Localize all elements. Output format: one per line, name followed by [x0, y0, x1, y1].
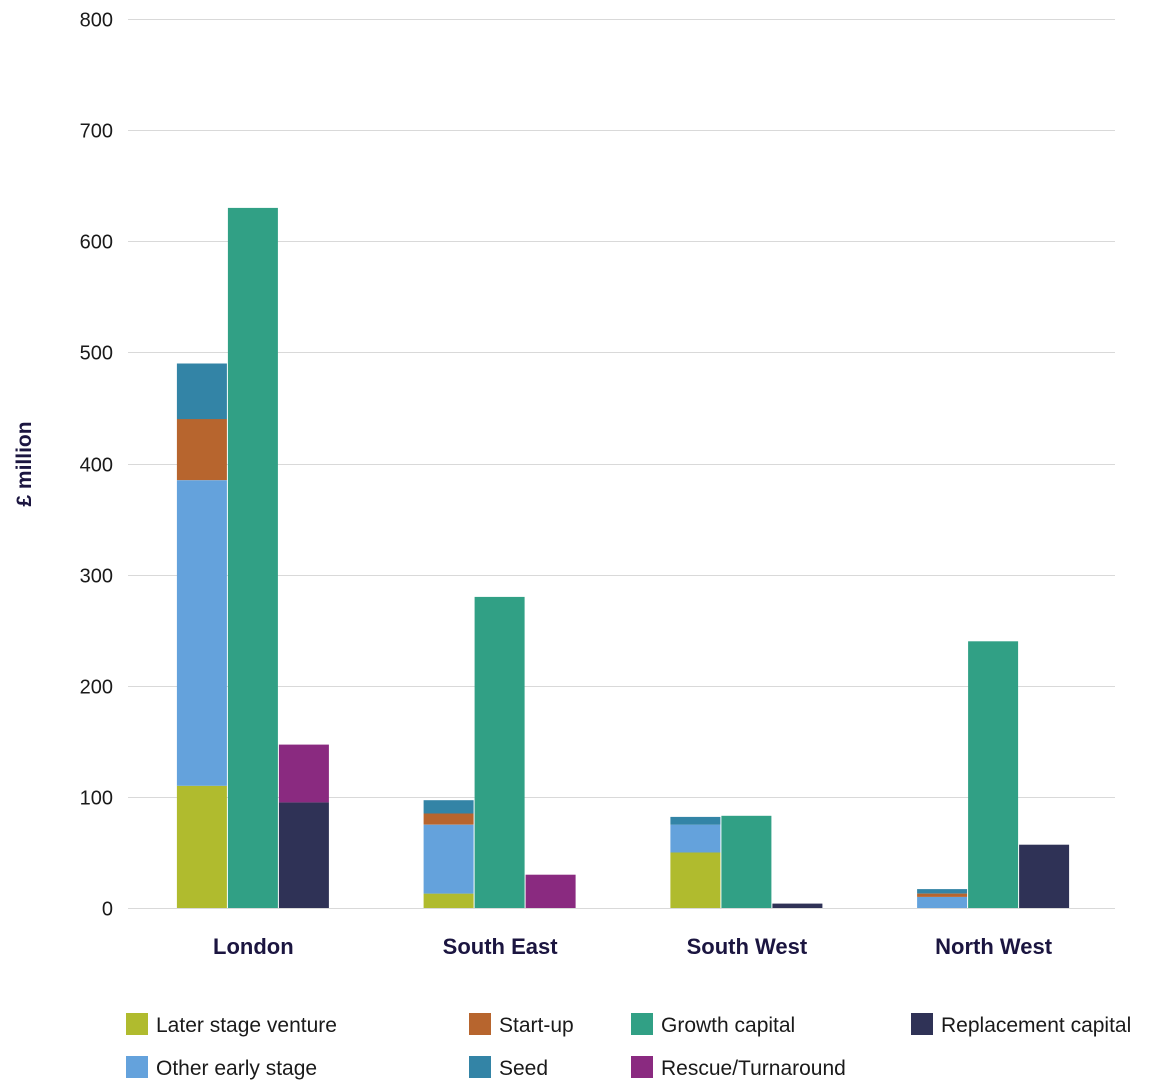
bar-segment — [176, 480, 227, 786]
bar-segment — [670, 852, 721, 908]
legend-item: Growth capital — [631, 1013, 795, 1037]
y-tick-label: 300 — [80, 566, 113, 588]
legend-item: Start-up — [469, 1013, 574, 1037]
legend-swatch — [631, 1056, 653, 1078]
x-axis-labels: London South East South West North West — [213, 934, 1053, 959]
category-label: London — [213, 934, 294, 959]
legend-item: Replacement capital — [911, 1013, 1131, 1037]
y-tick-label: 200 — [80, 677, 113, 699]
legend-label: Rescue/Turnaround — [661, 1057, 846, 1080]
bar-segment — [1019, 844, 1070, 908]
y-tick-label: 400 — [80, 455, 113, 477]
bar-segment — [917, 896, 968, 908]
bar-segment — [423, 800, 474, 814]
legend-label: Replacement capital — [941, 1014, 1131, 1037]
bar-segment — [176, 419, 227, 481]
legend: Later stage venture Start-up Growth capita… — [126, 1013, 1131, 1080]
bar-segment — [278, 744, 329, 803]
bar-segment — [423, 813, 474, 825]
y-axis-label: £ million — [13, 421, 36, 506]
legend-label: Other early stage — [156, 1057, 317, 1080]
bar-segment — [278, 802, 329, 908]
bar-segment — [721, 815, 772, 908]
bar-segment — [176, 785, 227, 908]
category-label: South West — [687, 934, 808, 959]
legend-item: Rescue/Turnaround — [631, 1056, 846, 1080]
legend-label: Growth capital — [661, 1014, 795, 1037]
bar-segment — [917, 889, 968, 894]
legend-swatch — [126, 1056, 148, 1078]
y-tick-label: 600 — [80, 232, 113, 254]
y-tick-label: 0 — [102, 899, 113, 921]
bar-segment — [227, 207, 278, 908]
category-label: South East — [443, 934, 559, 959]
y-tick-label: 800 — [80, 10, 113, 32]
category-label: North West — [935, 934, 1053, 959]
legend-label: Seed — [499, 1057, 548, 1080]
y-tick-label: 100 — [80, 788, 113, 810]
bars — [176, 207, 1070, 908]
bar-segment — [772, 903, 823, 908]
y-tick-label: 700 — [80, 121, 113, 143]
legend-swatch — [126, 1013, 148, 1035]
legend-item: Later stage venture — [126, 1013, 337, 1037]
legend-swatch — [469, 1056, 491, 1078]
legend-item: Other early stage — [126, 1056, 317, 1080]
bar-segment — [525, 874, 576, 908]
legend-swatch — [469, 1013, 491, 1035]
bar-segment — [474, 596, 525, 908]
legend-item: Seed — [469, 1056, 548, 1080]
y-axis-ticks: 0 100 200 300 400 500 600 700 800 — [80, 10, 113, 921]
bar-segment — [968, 641, 1019, 908]
bar-segment — [176, 363, 227, 420]
bar-segment — [670, 824, 721, 853]
legend-swatch — [911, 1013, 933, 1035]
bar-segment — [423, 824, 474, 894]
legend-label: Start-up — [499, 1014, 574, 1037]
bar-segment — [670, 816, 721, 825]
y-tick-label: 500 — [80, 343, 113, 365]
legend-label: Later stage venture — [156, 1014, 337, 1037]
bar-segment — [423, 893, 474, 908]
legend-swatch — [631, 1013, 653, 1035]
bar-segment — [917, 893, 968, 897]
